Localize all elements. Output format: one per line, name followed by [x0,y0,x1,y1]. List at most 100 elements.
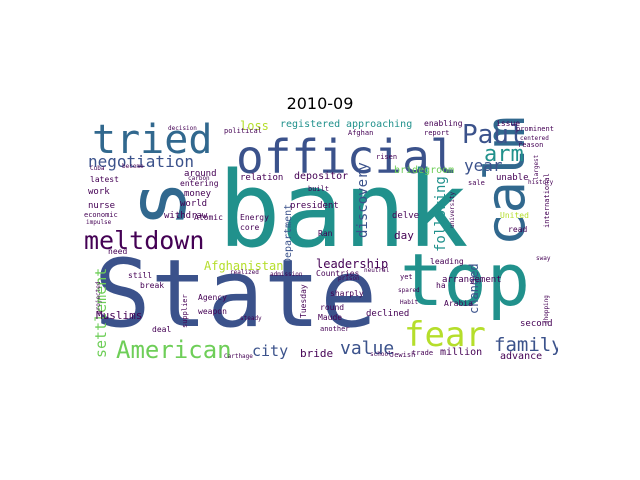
word: carbon [188,175,210,182]
word: prominent [516,125,554,133]
word: latest [90,175,119,184]
word: Jewish [390,351,416,359]
word: Muslims [96,309,143,322]
word: year [464,156,503,175]
word: Atomic [194,213,223,222]
word: read [508,225,528,234]
word: break [140,281,165,290]
word: work [88,187,110,197]
word: Agency [198,293,227,302]
word: million [440,347,483,358]
word: top [400,238,531,322]
word: largest [533,154,540,180]
word: weapon [198,307,227,316]
word: unable [496,173,529,183]
word: Tuesday [299,284,308,318]
word-cloud: bank State top official tried s calm fea… [84,118,558,364]
word: university [449,191,456,228]
word: round [320,303,345,312]
word: Paul [462,120,525,150]
word: trade [412,349,434,357]
word: arm [484,142,524,167]
word: yet [400,273,413,281]
word: entering [180,179,219,188]
word: declined [366,309,410,319]
word: American [116,336,232,364]
word: built [308,185,330,193]
word: admission [270,271,303,278]
word: projected [95,281,102,314]
chart-title: 2010-09 [286,94,354,113]
word: depositor [294,171,349,182]
word: second [520,319,553,329]
word: negotiation [88,152,194,171]
word: Energy [240,213,269,222]
word: report [424,129,450,137]
word: bride [300,347,334,360]
word: issue [496,119,521,128]
word: steady [240,315,262,322]
word: bank [218,149,469,271]
word: meltdown [84,226,205,255]
word: world [180,199,208,209]
word: need [108,247,128,256]
word: official [236,130,458,184]
word: core [240,223,260,232]
word: city [252,342,289,360]
word: sale [468,179,485,187]
word: impulse [86,219,112,226]
word: tried [92,118,213,163]
word: United [500,211,529,220]
word: prison [338,275,360,282]
word: arrangement [442,275,502,285]
word: discovery [355,162,371,238]
word: another [320,325,350,333]
word: day [394,229,414,242]
word: around [184,169,217,179]
word: advance [500,351,543,362]
word: Maude [318,313,343,322]
word: relation [240,173,284,183]
word: bridegroom [394,165,455,176]
word: Afghan [348,129,374,137]
word: approaching [346,119,413,130]
word: risen [376,153,398,161]
word: nurse [88,201,116,211]
word: reason [518,141,544,149]
word: Habit [400,299,419,306]
word: sway [536,255,551,262]
word: leading [430,257,464,266]
word: enabling [424,119,463,128]
word: Arabia [444,299,473,308]
word: Cuba [90,165,105,172]
word: Countries [316,269,360,278]
word: political [224,127,262,135]
word: economic [84,211,118,219]
word: ha [436,281,446,290]
word: still [128,271,153,280]
word: Ran [318,229,333,238]
word: centered [520,135,549,142]
word: State [94,240,377,349]
word: delve [392,211,420,221]
word: fear [404,315,486,355]
word: money [184,189,212,199]
word: Department [283,203,294,264]
word: spared [398,287,420,294]
word: history [528,179,554,186]
word: supplier [181,294,189,328]
word: Afghanistan [204,259,284,273]
word: leadership [316,257,389,271]
word: decision [168,125,197,132]
word: sharply [330,289,364,298]
word: family [494,334,558,356]
word: neutral [364,267,390,274]
word: president [290,201,339,211]
word: withdraw [164,211,208,221]
word: following [433,176,449,252]
word: shopping [543,295,550,324]
word: loss [240,119,269,133]
word: deal [152,325,172,334]
word: school [370,351,392,358]
word: realized [230,269,259,276]
